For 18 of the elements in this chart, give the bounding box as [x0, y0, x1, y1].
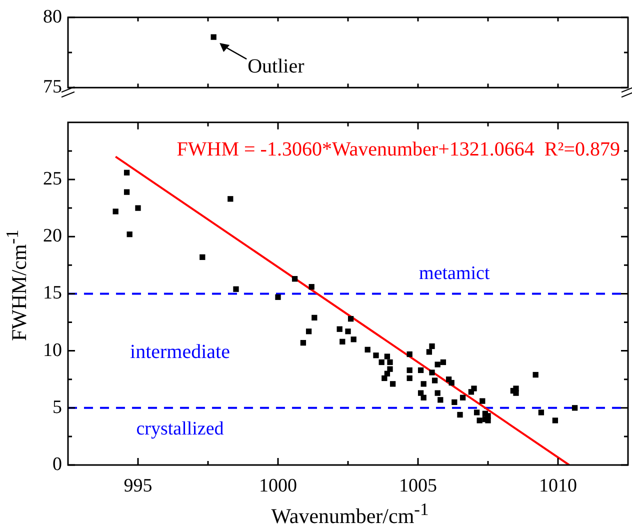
y-tick-label: 80 — [43, 6, 62, 28]
y-tick-label: 0 — [52, 454, 62, 475]
y-tick-label: 10 — [43, 340, 62, 361]
x-tick-label: 1010 — [539, 475, 577, 496]
ref-line-label: metamict — [419, 263, 490, 284]
y-tick-label: 25 — [43, 168, 62, 190]
annotation: intermediate — [130, 341, 230, 364]
annotation: Outlier — [248, 55, 305, 78]
ref-line-label: crystallized — [136, 418, 224, 440]
y-tick-label: 15 — [43, 282, 62, 304]
annotation: FWHM = -1.3060*Wavenumber+1321.0664 R²=0.879 — [176, 138, 620, 161]
x-tick-label: 1005 — [399, 475, 437, 496]
x-tick-label: 995 — [124, 475, 152, 496]
y-tick-label: 20 — [43, 226, 62, 247]
y-tick-label: 75 — [43, 76, 62, 98]
x-tick-label: 1000 — [259, 475, 297, 496]
y-tick-label: 5 — [52, 396, 62, 418]
x-axis-title: Wavenumber/cm$^{-1}$ — [270, 499, 430, 529]
